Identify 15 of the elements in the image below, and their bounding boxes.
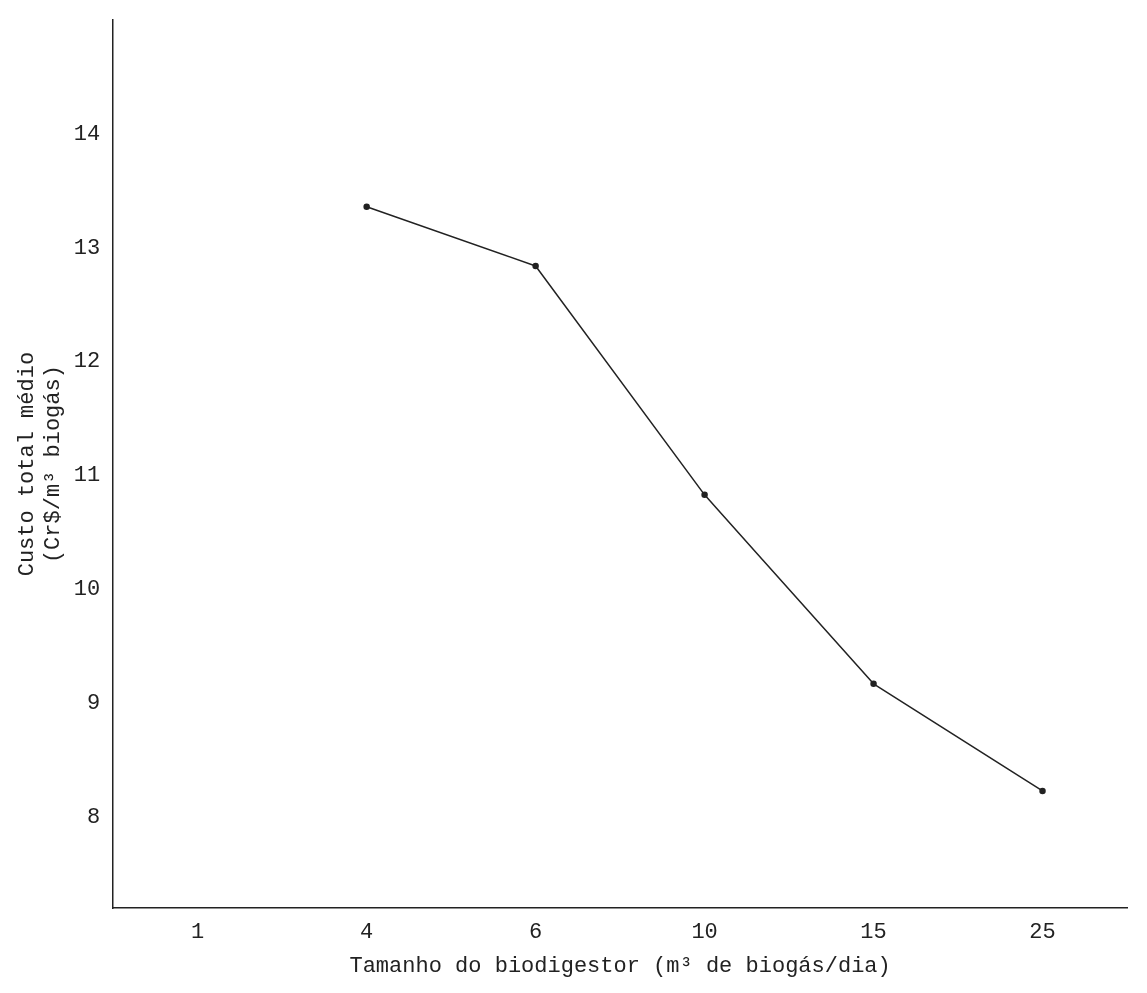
x-tick-label: 4 bbox=[360, 920, 374, 946]
y-tick-label: 14 bbox=[73, 121, 101, 147]
y-tick-label: 10 bbox=[73, 577, 101, 603]
x-axis-title: Tamanho do biodigestor (m³ de biogás/dia) bbox=[349, 953, 891, 979]
x-tick-label: 25 bbox=[1029, 920, 1056, 946]
x-tick-label: 15 bbox=[860, 920, 887, 946]
y-tick-label: 8 bbox=[87, 804, 101, 830]
y-tick-label: 13 bbox=[73, 235, 101, 261]
x-tick-label: 1 bbox=[191, 920, 205, 946]
y-axis-title: Custo total médio (Cr$/m³ biogás) bbox=[15, 351, 67, 577]
x-tick-label: 6 bbox=[529, 920, 543, 946]
y-tick-label: 11 bbox=[73, 463, 101, 489]
y-tick-label: 12 bbox=[73, 349, 101, 375]
y-tick-label: 9 bbox=[87, 691, 101, 717]
x-tick-label: 10 bbox=[691, 920, 718, 946]
